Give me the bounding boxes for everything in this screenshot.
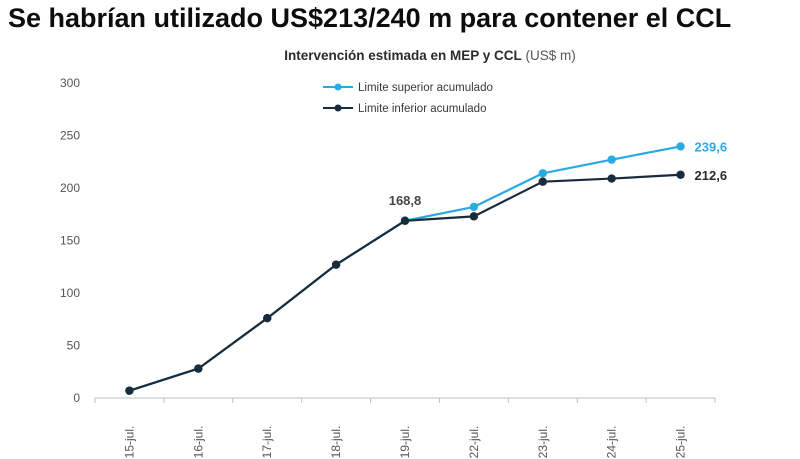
data-point-lower [263, 314, 272, 323]
legend-marker [334, 83, 342, 91]
x-tick-label: 22-jul. [467, 426, 481, 459]
data-point-upper [469, 202, 479, 212]
chart-headline: Se habrían utilizado US$213/240 m para c… [8, 3, 732, 33]
y-tick-label: 100 [60, 286, 80, 300]
y-tick-label: 150 [60, 234, 80, 248]
series-line-upper [129, 145, 681, 392]
y-tick-label: 300 [60, 76, 80, 90]
data-point-lower [607, 174, 616, 183]
x-tick-label: 23-jul. [536, 426, 550, 459]
x-tick-label: 25-jul. [674, 426, 688, 459]
x-tick-label: 18-jul. [329, 426, 343, 459]
data-label: 212,6 [695, 168, 728, 183]
data-label: 239,6 [695, 139, 728, 154]
x-tick-label: 16-jul. [191, 426, 205, 459]
data-point-lower [538, 177, 547, 186]
y-tick-label: 250 [60, 129, 80, 143]
x-tick-label: 19-jul. [398, 426, 412, 459]
data-point-lower [469, 212, 479, 221]
data-point-lower [676, 170, 685, 179]
x-tick-label: 24-jul. [605, 426, 619, 459]
legend-label: Limite inferior acumulado [358, 103, 486, 115]
data-point-upper [538, 169, 547, 178]
data-point-lower [331, 260, 341, 269]
y-tick-label: 0 [73, 391, 80, 405]
legend-label: Limite superior acumulado [358, 82, 493, 94]
chart-title-main: Intervención estimada en MEP y CCL [284, 48, 522, 63]
y-tick-label: 200 [60, 181, 80, 195]
data-point-lower [400, 216, 410, 225]
data-point-upper [676, 142, 685, 151]
chart-title-unit: (US$ m) [525, 48, 576, 63]
legend-marker [334, 104, 342, 112]
data-label: 168,8 [389, 193, 422, 208]
data-point-lower [194, 364, 203, 373]
y-tick-label: 50 [67, 339, 81, 353]
x-tick-label: 17-jul. [260, 426, 274, 459]
data-point-upper [607, 155, 616, 164]
chart-title: Intervención estimada en MEP y CCL (US$ … [0, 48, 800, 63]
x-tick-label: 15-jul. [122, 426, 136, 459]
data-point-lower [125, 386, 134, 395]
